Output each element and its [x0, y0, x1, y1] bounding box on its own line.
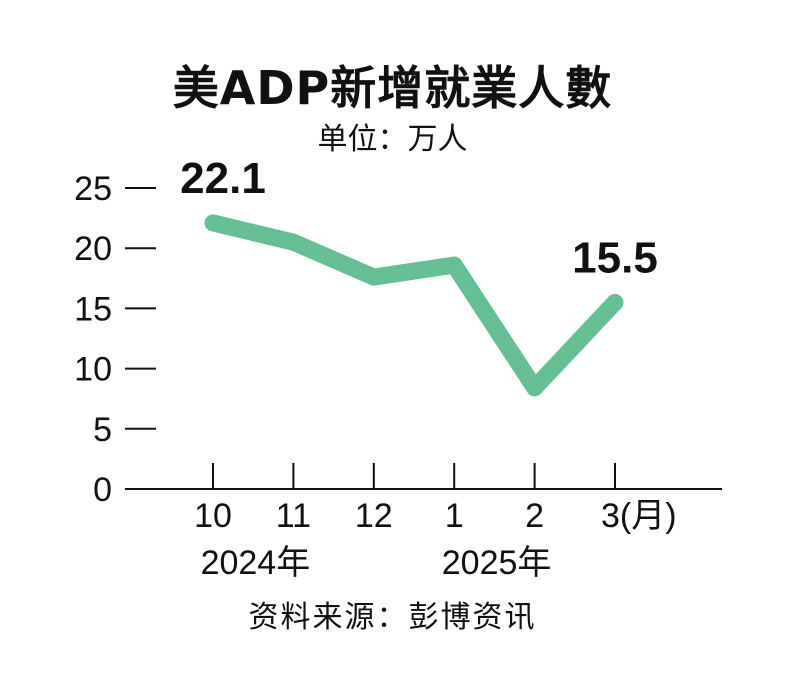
x-tick-label: 3(月)	[601, 497, 677, 535]
x-tick-label: 12	[355, 497, 393, 535]
year-label: 2025年	[442, 544, 552, 582]
y-tick-label: 10	[74, 351, 112, 389]
source-note: 资料来源：彭博资讯	[248, 600, 537, 635]
chart-subtitle: 单位：万人	[317, 122, 468, 157]
data-label: 22.1	[180, 154, 266, 203]
year-label: 2024年	[201, 544, 311, 582]
y-tick-label: 20	[74, 230, 112, 268]
x-tick-label: 1	[445, 497, 464, 535]
y-tick-label: 15	[74, 290, 112, 328]
x-tick-label: 10	[194, 497, 232, 535]
x-tick-label: 11	[276, 497, 311, 535]
chart-title: 美ADP新增就業人數	[172, 61, 613, 115]
y-tick-label: 0	[93, 471, 112, 509]
y-tick-label: 5	[93, 411, 112, 449]
x-tick-label: 2	[525, 497, 544, 535]
data-label: 15.5	[572, 233, 658, 282]
y-tick-label: 25	[74, 170, 112, 208]
series-line	[204, 214, 624, 397]
